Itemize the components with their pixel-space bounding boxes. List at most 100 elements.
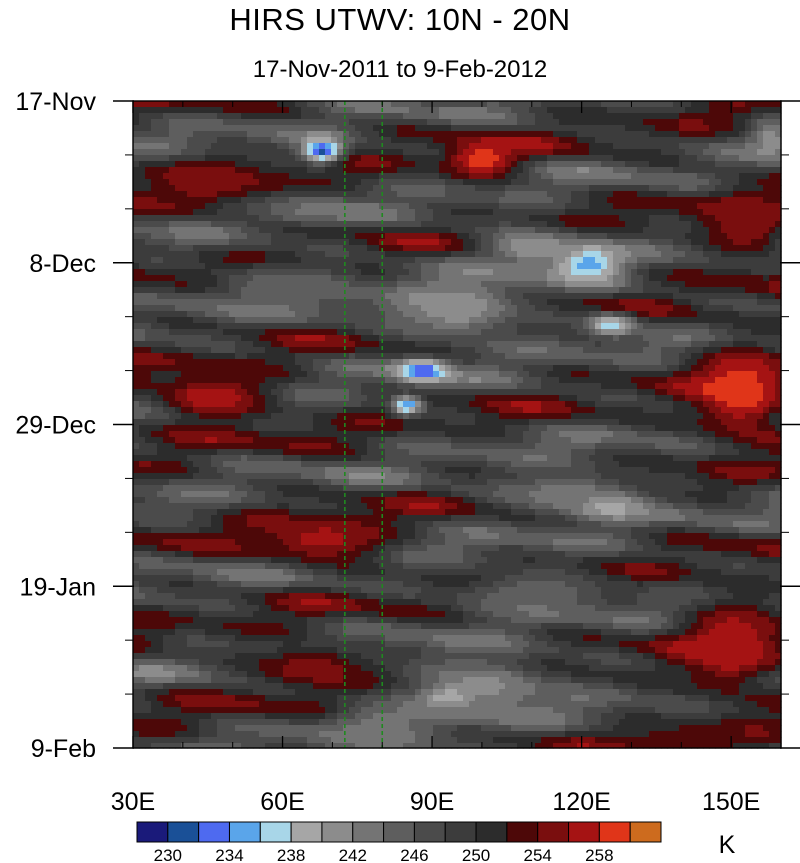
heatmap-cell [391,335,398,342]
heatmap-cell [271,119,278,126]
heatmap-cell [175,317,182,324]
heatmap-cell [487,305,494,312]
heatmap-cell [691,155,698,162]
heatmap-cell [619,275,626,282]
heatmap-cell [295,365,302,372]
heatmap-cell [361,245,368,252]
heatmap-cell [259,197,266,204]
heatmap-cell [415,305,422,312]
heatmap-cell [205,113,212,120]
heatmap-cell [301,185,308,192]
heatmap-cell [523,281,530,288]
heatmap-cell [505,335,512,342]
heatmap-cell [157,101,164,108]
heatmap-cell [145,113,152,120]
heatmap-cell [763,113,770,120]
heatmap-cell [331,239,338,246]
heatmap-cell [625,209,632,216]
heatmap-cell [205,191,212,198]
heatmap-cell [673,101,680,108]
heatmap-cell [229,113,236,120]
heatmap-cell [337,251,344,258]
heatmap-cell [319,197,326,204]
heatmap-cell [319,335,326,342]
heatmap-cell [475,197,482,204]
heatmap-cell [355,263,362,270]
heatmap-cell [481,299,488,306]
heatmap-cell [229,257,236,264]
heatmap-cell [619,101,626,108]
heatmap-cell [739,221,746,228]
heatmap-cell [595,131,602,138]
heatmap-cell [181,293,188,300]
heatmap-cell [751,317,758,324]
heatmap-cell [397,155,404,162]
heatmap-cell [409,371,416,378]
heatmap-cell [271,239,278,246]
heatmap-cell [433,281,440,288]
heatmap-cell [367,281,374,288]
heatmap-cell [313,239,320,246]
heatmap-cell [769,131,776,138]
heatmap-cell [157,323,164,330]
heatmap-cell [727,239,734,246]
heatmap-cell [607,161,614,168]
heatmap-cell [355,305,362,312]
heatmap-cell [697,371,704,378]
heatmap-cell [433,245,440,252]
heatmap-cell [499,287,506,294]
heatmap-cell [481,209,488,216]
heatmap-cell [289,269,296,276]
heatmap-cell [691,287,698,294]
heatmap-cell [253,209,260,216]
heatmap-cell [733,143,740,150]
heatmap-cell [463,299,470,306]
heatmap-cell [307,137,314,144]
heatmap-cell [643,329,650,336]
heatmap-cell [145,347,152,354]
heatmap-cell [337,371,344,378]
heatmap-cell [601,353,608,360]
heatmap-cell [583,221,590,228]
heatmap-cell [733,359,740,366]
heatmap-cell [559,155,566,162]
heatmap-cell [235,347,242,354]
heatmap-cell [481,143,488,150]
heatmap-cell [721,113,728,120]
heatmap-cell [211,287,218,294]
heatmap-cell [259,275,266,282]
heatmap-cell [169,287,176,294]
heatmap-cell [301,119,308,126]
heatmap-cell [139,371,146,378]
heatmap-cell [751,179,758,186]
heatmap-cell [667,335,674,342]
heatmap-cell [283,299,290,306]
heatmap-cell [685,143,692,150]
heatmap-cell [451,155,458,162]
heatmap-cell [433,197,440,204]
heatmap-cell [577,209,584,216]
heatmap-cell [667,197,674,204]
heatmap-cell [769,287,776,294]
heatmap-cell [733,263,740,270]
heatmap-cell [541,101,548,108]
heatmap-cell [673,359,680,366]
heatmap-cell [133,353,140,360]
heatmap-cell [301,371,308,378]
heatmap-cell [655,263,662,270]
heatmap-cell [403,317,410,324]
heatmap-cell [133,329,140,336]
heatmap-cell [205,359,212,366]
heatmap-cell [739,179,746,186]
heatmap-cell [409,347,416,354]
heatmap-cell [595,209,602,216]
heatmap-cell [373,233,380,240]
heatmap-cell [541,167,548,174]
heatmap-cell [697,131,704,138]
heatmap-cell [187,281,194,288]
heatmap-cell [133,197,140,204]
heatmap-cell [409,299,416,306]
heatmap-cell [163,239,170,246]
heatmap-cell [397,161,404,168]
heatmap-cell [481,365,488,372]
